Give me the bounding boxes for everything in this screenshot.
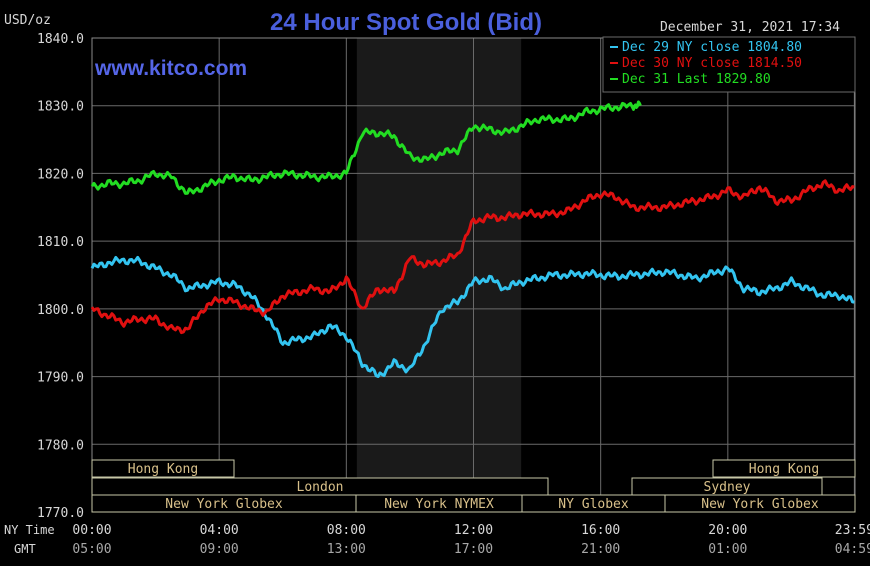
legend-dec30: Dec 30 NY close 1814.50 <box>622 56 802 71</box>
x-tick-ny: 16:00 <box>581 523 620 538</box>
svg-text:London: London <box>297 480 344 495</box>
session-sydney: Sydney <box>631 477 823 496</box>
watermark: www.kitco.com <box>94 57 247 80</box>
svg-text:New York NYMEX: New York NYMEX <box>384 497 494 512</box>
x-tick-ny: 12:00 <box>454 523 493 538</box>
legend-dec31: Dec 31 Last 1829.80 <box>622 72 771 87</box>
session-hong-kong-2: Hong Kong <box>712 459 856 478</box>
x-tick-gmt: 04:59 <box>835 542 870 557</box>
svg-text:Hong Kong: Hong Kong <box>749 462 819 477</box>
series-line-0 <box>90 255 855 378</box>
y-tick-label: 1840.0 <box>37 32 84 47</box>
session-london: London <box>91 477 549 496</box>
session-ny-globex-3: New York Globex <box>664 494 856 513</box>
unit-label: USD/oz <box>4 13 51 28</box>
y-tick-label: 1800.0 <box>37 303 84 318</box>
gmt-label: GMT <box>14 542 36 556</box>
svg-text:New York Globex: New York Globex <box>165 497 283 512</box>
timestamp: December 31, 2021 17:34 <box>660 20 840 35</box>
legend-dec29: Dec 29 NY close 1804.80 <box>622 40 802 55</box>
legend: Dec 29 NY close 1804.80 Dec 30 NY close … <box>602 36 856 93</box>
series-line-1 <box>90 179 855 335</box>
y-tick-label: 1810.0 <box>37 235 84 250</box>
svg-text:Sydney: Sydney <box>704 480 751 495</box>
series-line-2 <box>90 100 642 195</box>
x-tick-gmt: 05:00 <box>72 542 111 557</box>
y-tick-label: 1780.0 <box>37 438 84 453</box>
svg-text:Hong Kong: Hong Kong <box>128 462 198 477</box>
x-tick-ny: 23:59 <box>835 523 870 538</box>
x-tick-gmt: 13:00 <box>327 542 366 557</box>
session-ny-globex-2: NY Globex <box>521 494 666 513</box>
y-tick-label: 1790.0 <box>37 371 84 386</box>
x-tick-gmt: 17:00 <box>454 542 493 557</box>
chart-title: 24 Hour Spot Gold (Bid) <box>270 9 542 36</box>
x-tick-ny: 00:00 <box>72 523 111 538</box>
y-tick-label: 1830.0 <box>37 100 84 115</box>
session-ny-nymex: New York NYMEX <box>355 494 523 513</box>
y-tick-label: 1820.0 <box>37 167 84 182</box>
session-hong-kong-1: Hong Kong <box>91 459 235 478</box>
session-ny-globex-1: New York Globex <box>91 494 357 513</box>
svg-text:NY Globex: NY Globex <box>558 497 629 512</box>
nymex-session-band <box>356 38 522 512</box>
ny-time-label: NY Time <box>4 523 55 537</box>
x-tick-gmt: 21:00 <box>581 542 620 557</box>
x-tick-ny: 08:00 <box>327 523 366 538</box>
x-tick-gmt: 09:00 <box>200 542 239 557</box>
y-tick-label: 1770.0 <box>37 506 84 521</box>
x-tick-ny: 20:00 <box>708 523 747 538</box>
x-tick-ny: 04:00 <box>200 523 239 538</box>
x-tick-gmt: 01:00 <box>708 542 747 557</box>
svg-text:New York Globex: New York Globex <box>701 497 819 512</box>
